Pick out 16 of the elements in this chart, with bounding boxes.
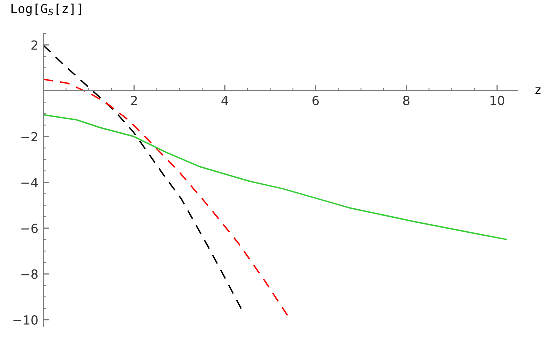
y-tick-label: 2 (32, 40, 38, 50)
y-tick-label: −8 (22, 270, 38, 280)
x-tick-label: 8 (403, 96, 410, 106)
x-tick-label: 4 (222, 96, 228, 106)
y-tick-label: −2 (22, 132, 38, 142)
line-series (44, 114, 508, 240)
y-tick-label: −6 (22, 224, 38, 234)
line-series (44, 78, 288, 316)
x-tick-label: 10 (490, 96, 504, 106)
x-axis-title: z (536, 88, 541, 94)
y-tick-label: −4 (22, 178, 38, 188)
y-axis-title: Log[G$_{S}$[z]] (12, 4, 82, 16)
y-tick-label: −10 (14, 315, 38, 325)
x-tick-label: 6 (312, 96, 320, 106)
line-series (44, 44, 242, 310)
x-tick-label: 2 (131, 96, 138, 106)
